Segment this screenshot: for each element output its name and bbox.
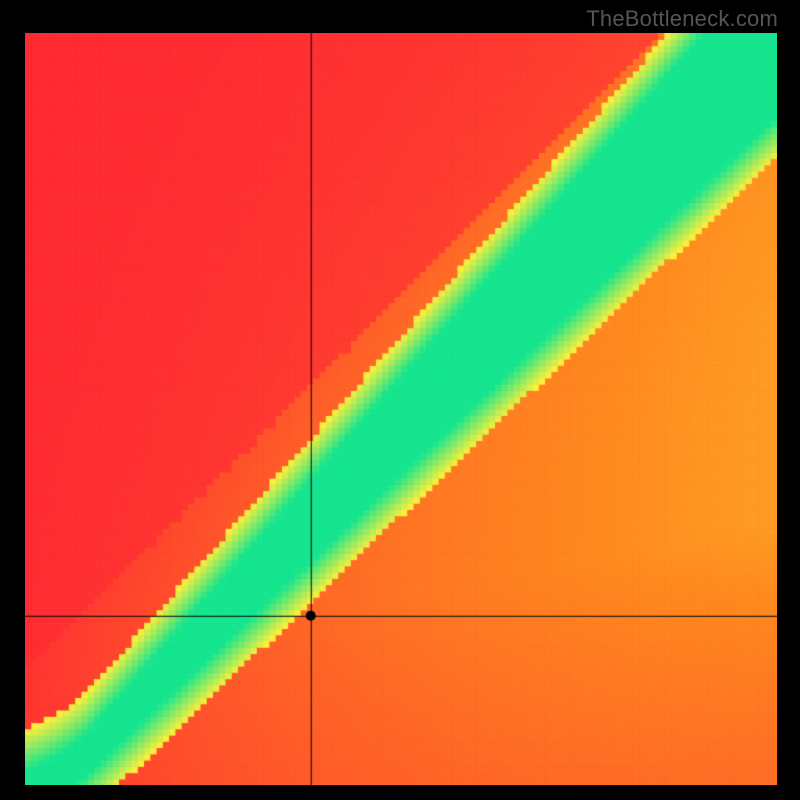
bottleneck-heatmap xyxy=(24,32,778,786)
chart-container: TheBottleneck.com xyxy=(0,0,800,800)
watermark-text: TheBottleneck.com xyxy=(586,6,778,32)
